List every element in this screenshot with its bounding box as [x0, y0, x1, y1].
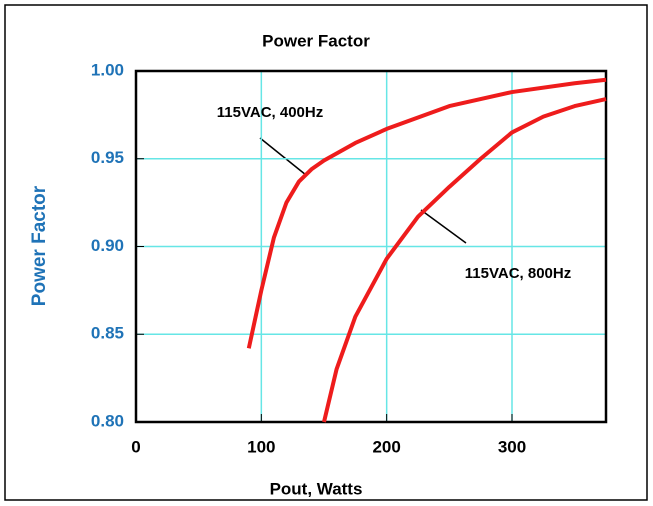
series-label: 115VAC, 400Hz — [217, 104, 323, 121]
x-axis-label: Pout, Watts — [270, 479, 363, 498]
leader-line — [420, 209, 467, 244]
x-tick-label: 100 — [247, 437, 275, 456]
y-axis-label: Power Factor — [29, 185, 50, 306]
y-tick-label: 0.85 — [91, 324, 124, 343]
x-tick-label: 0 — [131, 437, 140, 456]
line-series — [246, 77, 607, 349]
plot-border — [134, 69, 608, 424]
y-tick-label: 0.90 — [91, 236, 124, 255]
y-tick-label: 0.80 — [91, 411, 124, 430]
y-tick-label: 0.95 — [91, 148, 124, 167]
x-tick-label: 300 — [498, 437, 526, 456]
leader-line — [259, 137, 307, 176]
chart-title: Power Factor — [262, 31, 370, 50]
series-label: 115VAC, 800Hz — [465, 265, 571, 282]
x-tick-label: 200 — [372, 437, 400, 456]
line-series — [322, 97, 607, 423]
y-tick-label: 1.00 — [91, 60, 124, 79]
